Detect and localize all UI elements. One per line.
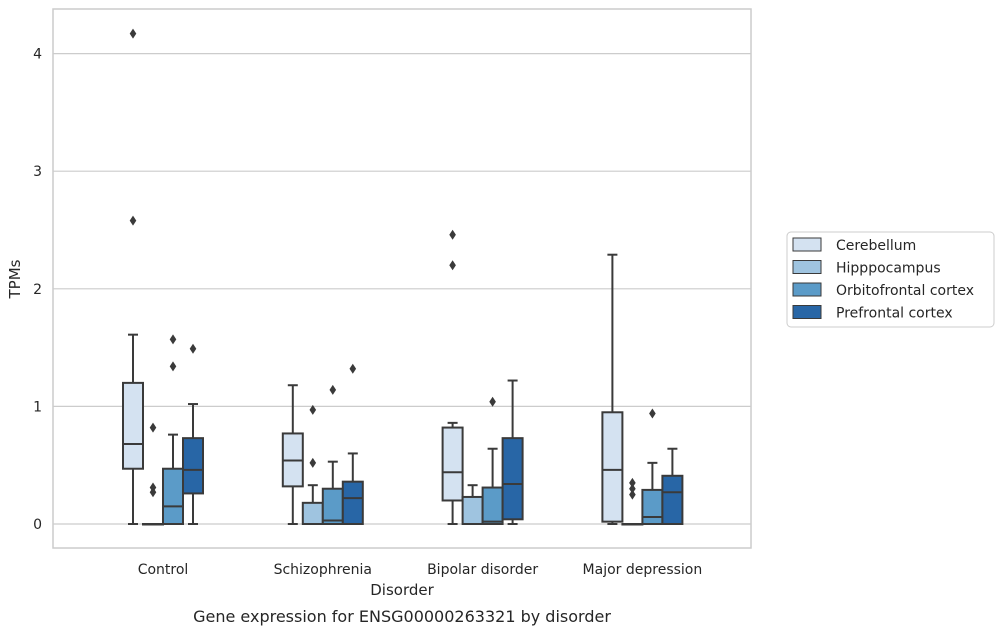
outlier-point (329, 384, 337, 395)
box-hipppocampus (621, 477, 644, 526)
outlier-point (129, 28, 137, 39)
y-tick-label: 3 (33, 164, 42, 180)
legend-label: Hipppocampus (836, 261, 941, 277)
legend-swatch (792, 237, 822, 252)
box-body (122, 381, 144, 470)
y-axis-label: TPMs (6, 259, 24, 299)
box-body (601, 411, 624, 523)
outlier-point (129, 215, 137, 226)
x-tick-label: Bipolar disorder (427, 562, 538, 578)
outlier-point (649, 408, 656, 419)
box-body (481, 486, 504, 526)
outlier-point (489, 396, 496, 407)
legend-frame (786, 231, 995, 328)
box-body (501, 437, 524, 521)
y-tick-labels: 0 1 2 3 4 (33, 47, 42, 533)
outlier-point (449, 229, 456, 240)
box-orbitofrontal-cortex (321, 384, 344, 525)
box-body (162, 467, 184, 525)
box-prefrontal-cortex (661, 447, 684, 525)
box-body (661, 474, 684, 525)
outlier-point (349, 363, 357, 374)
box-prefrontal-cortex (501, 379, 524, 525)
outlier-point (169, 361, 177, 372)
box-body (641, 488, 664, 525)
legend-label: Prefrontal cortex (836, 306, 953, 322)
box-hipppocampus (301, 404, 324, 525)
outlier-point (629, 477, 636, 488)
box-cerebellum (281, 384, 304, 525)
box-cerebellum (441, 229, 464, 525)
outlier-point (149, 482, 157, 493)
chart-caption: Gene expression for ENSG00000263321 by d… (193, 607, 611, 626)
legend: Cerebellum Hipppocampus Orbitofrontal cort… (786, 231, 995, 328)
box-orbitofrontal-cortex (162, 334, 184, 525)
x-tick-label: Control (138, 562, 189, 578)
plot-frame (52, 8, 752, 549)
box-cerebellum (601, 253, 624, 525)
x-axis-label: Disorder (370, 581, 434, 599)
box-orbitofrontal-cortex (481, 396, 504, 526)
y-tick-label: 0 (33, 517, 42, 533)
y-tick-label: 2 (33, 282, 42, 298)
gridlines (53, 52, 751, 525)
outlier-point (149, 422, 157, 433)
legend-swatch (792, 282, 822, 297)
box-hipppocampus (142, 422, 164, 526)
y-tick-label: 4 (33, 47, 42, 63)
y-tick-label: 1 (33, 399, 42, 415)
box-body (441, 426, 464, 502)
outlier-point (629, 489, 636, 500)
outlier-point (309, 457, 317, 468)
legend-label: Orbitofrontal cortex (836, 283, 974, 299)
legend-label: Cerebellum (836, 238, 916, 254)
legend-swatch (792, 305, 822, 319)
box-body (461, 495, 484, 525)
outlier-point (449, 260, 456, 271)
box-body (301, 501, 324, 525)
outlier-point (169, 334, 177, 345)
box-body (341, 480, 364, 525)
box-prefrontal-cortex (182, 343, 204, 525)
box-groups (122, 28, 684, 526)
x-tick-label: Major depression (583, 562, 703, 578)
box-orbitofrontal-cortex (641, 408, 664, 525)
x-tick-labels: Control Schizophrenia Bipolar disorder Majo… (138, 562, 703, 578)
legend-swatch (792, 260, 822, 274)
x-tick-label: Schizophrenia (274, 562, 372, 578)
box-cerebellum (122, 28, 144, 525)
outlier-point (189, 343, 197, 354)
box-body (321, 487, 344, 525)
outlier-point (309, 404, 317, 415)
outlier-point (629, 483, 636, 494)
box-body (182, 437, 204, 495)
box-prefrontal-cortex (341, 363, 364, 525)
box-hipppocampus (461, 484, 484, 525)
